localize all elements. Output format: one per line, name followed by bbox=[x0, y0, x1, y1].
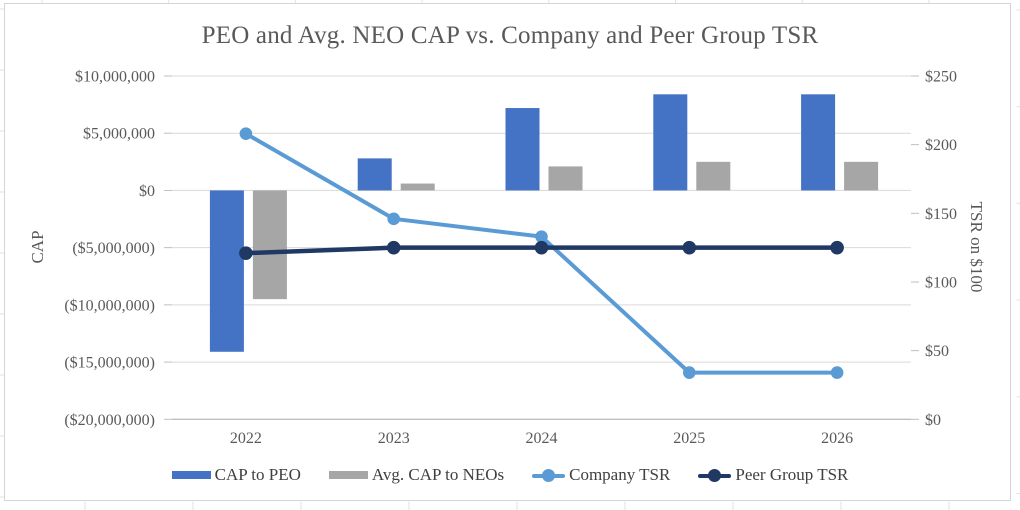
legend-line-swatch-icon bbox=[698, 468, 732, 482]
marker-company-tsr-2023 bbox=[387, 212, 401, 226]
x-axis-category-label: 2023 bbox=[378, 430, 410, 447]
chart-title: PEO and Avg. NEO CAP vs. Company and Pee… bbox=[201, 22, 819, 49]
legend-label: Company TSR bbox=[569, 465, 671, 484]
left-axis-tick-label: ($15,000,000) bbox=[64, 355, 155, 372]
legend-item-cap-to-peo: CAP to PEO bbox=[171, 465, 301, 485]
bar-cap-to-peo-2026 bbox=[801, 94, 836, 191]
left-axis-tick-label: ($10,000,000) bbox=[64, 297, 155, 314]
bar-cap-to-peo-2024 bbox=[505, 108, 540, 191]
bar-cap-to-peo-2023 bbox=[357, 158, 392, 191]
marker-company-tsr-2026 bbox=[830, 366, 844, 379]
left-axis-tick-label: ($5,000,000) bbox=[72, 240, 155, 257]
right-axis-tick-label: $50 bbox=[925, 343, 949, 360]
bar-avg-cap-to-neos-2023 bbox=[400, 183, 435, 191]
bar-cap-to-peo-2025 bbox=[653, 94, 688, 191]
left-axis-title: CAP bbox=[28, 230, 47, 264]
x-axis-category-label: 2022 bbox=[230, 430, 262, 447]
marker-peer-group-tsr-2026 bbox=[830, 240, 844, 255]
marker-peer-group-tsr-2023 bbox=[386, 240, 401, 255]
legend-bar-swatch-icon bbox=[171, 471, 211, 479]
left-axis-tick-label: $10,000,000 bbox=[75, 69, 155, 86]
right-axis-tick-label: $100 bbox=[925, 274, 957, 291]
x-axis-category-label: 2024 bbox=[526, 430, 558, 447]
x-axis-category-label: 2026 bbox=[821, 430, 853, 447]
marker-company-tsr-2022 bbox=[239, 127, 253, 140]
bar-avg-cap-to-neos-2026 bbox=[844, 161, 879, 191]
legend-marker-icon bbox=[542, 468, 556, 482]
legend-label: Peer Group TSR bbox=[735, 465, 849, 484]
legend-item-avg-cap-to-neos: Avg. CAP to NEOs bbox=[328, 465, 505, 485]
legend-label: CAP to PEO bbox=[214, 465, 301, 484]
legend-line-swatch-icon bbox=[532, 468, 566, 482]
left-axis-tick-label: ($20,000,000) bbox=[64, 412, 155, 429]
marker-peer-group-tsr-2024 bbox=[534, 240, 549, 255]
right-axis-tick-label: $150 bbox=[925, 206, 957, 223]
chart-border-frame bbox=[4, 3, 1011, 501]
marker-company-tsr-2024 bbox=[535, 230, 548, 243]
bar-avg-cap-to-neos-2025 bbox=[696, 161, 731, 191]
legend-item-peer-group-tsr: Peer Group TSR bbox=[698, 465, 848, 485]
right-axis-tick-label: $0 bbox=[925, 412, 941, 429]
x-axis-category-label: 2025 bbox=[673, 430, 705, 447]
legend-bar-swatch-icon bbox=[328, 471, 368, 479]
left-axis-tick-label: $5,000,000 bbox=[83, 126, 155, 143]
legend-marker-icon bbox=[708, 468, 722, 482]
bar-avg-cap-to-neos-2024 bbox=[548, 166, 583, 191]
marker-peer-group-tsr-2022 bbox=[239, 246, 253, 260]
legend-item-company-tsr: Company TSR bbox=[532, 465, 670, 485]
right-axis-tick-label: $200 bbox=[925, 137, 957, 154]
legend-label: Avg. CAP to NEOs bbox=[371, 465, 505, 484]
marker-peer-group-tsr-2025 bbox=[682, 240, 697, 255]
right-axis-tick-label: $250 bbox=[925, 69, 957, 86]
left-axis-tick-label: $0 bbox=[139, 183, 155, 200]
marker-company-tsr-2025 bbox=[683, 366, 696, 379]
right-axis-title: TSR on $100 bbox=[967, 201, 986, 293]
bar-avg-cap-to-neos-2022 bbox=[252, 190, 287, 300]
bar-cap-to-peo-2022 bbox=[209, 190, 244, 352]
chart-legend: CAP to PEO Avg. CAP to NEOs Company TSR Pee… bbox=[0, 463, 1020, 487]
